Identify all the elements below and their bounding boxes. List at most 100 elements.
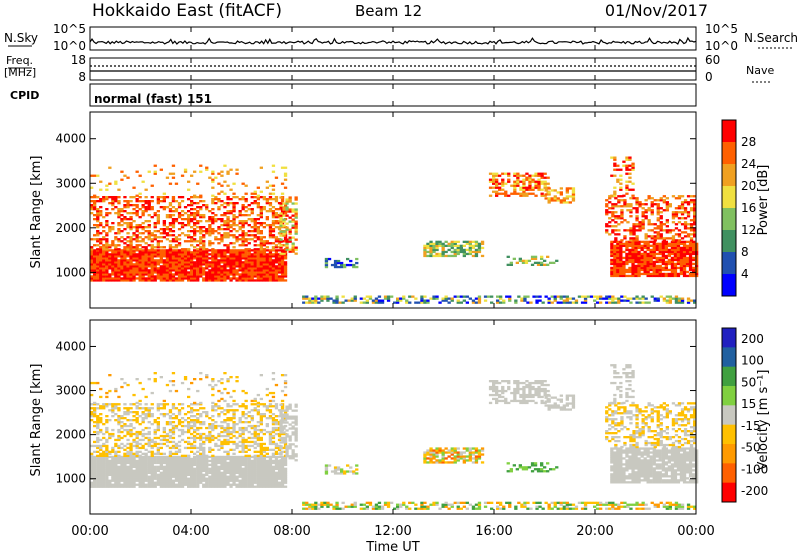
velocity-cell <box>144 479 148 482</box>
velocity-cell <box>214 465 218 468</box>
power-cell <box>465 301 469 304</box>
velocity-cell <box>171 457 176 461</box>
velocity-cell <box>268 485 273 488</box>
velocity-cell <box>174 467 179 470</box>
power-cell <box>283 204 288 207</box>
power-cell <box>282 224 286 227</box>
power-cell <box>456 240 460 243</box>
power-cell <box>625 268 629 272</box>
velocity-cell <box>274 463 279 466</box>
power-cell <box>665 203 669 206</box>
velocity-cell <box>180 463 185 466</box>
velocity-cell <box>129 481 133 484</box>
velocity-cell <box>259 481 263 484</box>
power-cell <box>616 262 620 266</box>
power-cell <box>205 230 209 233</box>
power-cell <box>429 250 433 254</box>
power-cell <box>268 232 273 235</box>
power-cell <box>693 223 697 226</box>
power-cell <box>623 295 627 298</box>
power-cell <box>199 263 203 266</box>
power-cell <box>471 250 476 254</box>
power-cell <box>631 248 635 252</box>
power-cell <box>126 240 130 243</box>
power-cell <box>177 259 182 262</box>
power-cell <box>283 174 288 177</box>
power-cell <box>132 208 136 211</box>
power-cell <box>619 262 623 266</box>
power-cell <box>102 269 106 272</box>
velocity-cell <box>117 467 121 470</box>
power-cell <box>250 273 254 276</box>
power-cell <box>241 277 245 280</box>
power-cell <box>274 216 279 219</box>
power-cell <box>429 248 433 252</box>
power-cell <box>634 264 638 268</box>
power-cell <box>608 295 612 298</box>
power-cell <box>468 252 472 256</box>
velocity-cell <box>159 455 163 459</box>
power-cell <box>208 271 212 274</box>
velocity-cell <box>159 473 163 476</box>
power-cell <box>229 269 233 272</box>
velocity-cell <box>220 463 224 466</box>
velocity-cell <box>117 479 121 482</box>
power-cell <box>150 267 154 270</box>
velocity-cell <box>93 440 97 444</box>
power-cell <box>93 214 97 217</box>
velocity-cell <box>138 407 142 410</box>
power-cell <box>183 271 188 274</box>
power-cell <box>250 277 254 280</box>
power-cell <box>141 277 145 280</box>
velocity-cell <box>199 415 203 418</box>
power-cell <box>676 272 681 276</box>
power-cell <box>232 255 236 258</box>
power-cell <box>280 198 285 201</box>
power-cell <box>211 216 215 219</box>
power-cell <box>223 255 227 258</box>
power-cell <box>498 186 502 189</box>
velocity-cell <box>153 421 157 424</box>
power-cell <box>262 277 266 280</box>
velocity-cell <box>183 477 188 480</box>
velocity-cell <box>247 467 251 470</box>
power-cell <box>655 270 659 274</box>
power-cell <box>658 246 662 250</box>
power-cell <box>670 246 675 250</box>
power-cell <box>147 234 151 237</box>
power-cell <box>646 242 650 245</box>
velocity-cell <box>180 403 185 406</box>
power-cell <box>259 277 263 280</box>
velocity-cell <box>135 444 139 448</box>
power-cell <box>247 267 251 270</box>
power-cell <box>643 256 647 260</box>
power-cell <box>156 236 160 239</box>
power-cell <box>90 248 94 251</box>
power-cell <box>93 265 97 268</box>
power-cell <box>335 299 339 302</box>
power-cell <box>126 261 130 264</box>
velocity-cell <box>120 463 124 466</box>
velocity-cell <box>214 469 218 472</box>
power-cell <box>568 201 572 204</box>
velocity-cell <box>111 467 115 470</box>
power-cell <box>208 242 212 245</box>
power-cell <box>673 250 678 254</box>
power-cell <box>114 196 118 199</box>
power-cell <box>662 299 666 302</box>
power-cell <box>450 299 454 302</box>
velocity-cell <box>171 440 176 444</box>
power-cell <box>223 234 227 237</box>
power-cell <box>114 259 118 262</box>
velocity-cell <box>141 434 145 438</box>
velocity-cell <box>205 477 209 480</box>
power-cell <box>635 219 639 222</box>
power-cell <box>256 275 260 278</box>
power-cell <box>93 174 97 177</box>
velocity-cell <box>193 403 197 406</box>
power-cell <box>637 262 641 266</box>
velocity-cell <box>108 452 112 455</box>
power-cell <box>626 221 630 224</box>
power-cell <box>638 297 642 300</box>
velocity-cell <box>108 455 112 459</box>
